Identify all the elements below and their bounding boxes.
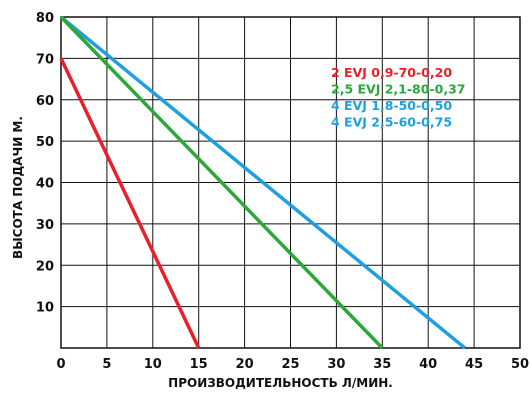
legend-entry-0: 2 EVJ 0,9-70-0,20	[331, 65, 452, 80]
x-tick-label-7: 35	[373, 357, 391, 372]
x-tick-label-6: 30	[327, 357, 345, 372]
x-tick-label-5: 25	[281, 357, 299, 372]
x-tick-label-2: 10	[144, 357, 162, 372]
series-lines	[59, 15, 467, 350]
x-tick-label-8: 40	[419, 357, 437, 372]
y-tick-label-3: 40	[36, 177, 54, 192]
legend-entry-2: 4 EVJ 1,8-50-0,50	[331, 98, 452, 113]
y-tick-label-6: 70	[36, 52, 54, 67]
tick-labels: 0 5 10 15 20 25 30 35 40 45 50 10 20 30 40 50 60 70 80	[36, 11, 529, 372]
x-tick-label-4: 20	[236, 357, 254, 372]
series-line-2	[59, 15, 467, 350]
y-tick-label-7: 80	[36, 11, 54, 26]
y-axis-label: ВЫСОТА ПОДАЧИ М.	[11, 116, 25, 259]
series-line-1	[59, 15, 384, 350]
legend: 2 EVJ 0,9-70-0,202,5 EVJ 2,1-80-0,374 EV…	[331, 65, 465, 130]
x-tick-label-10: 50	[511, 357, 529, 372]
y-tick-label-4: 50	[36, 135, 54, 150]
grid	[61, 17, 520, 348]
legend-entry-1: 2,5 EVJ 2,1-80-0,37	[331, 82, 465, 97]
y-tick-label-2: 30	[36, 218, 54, 233]
x-tick-label-0: 0	[56, 357, 65, 372]
x-axis-label: ПРОИЗВОДИТЕЛЬНОСТЬ Л/МИН.	[168, 376, 393, 390]
x-tick-label-1: 5	[102, 357, 111, 372]
y-tick-label-5: 60	[36, 94, 54, 109]
x-tick-label-3: 15	[190, 357, 208, 372]
legend-entry-3: 4 EVJ 2,5-60-0,75	[331, 115, 452, 130]
y-tick-label-0: 10	[36, 301, 54, 316]
y-tick-label-1: 20	[36, 259, 54, 274]
series-line-0	[59, 57, 201, 349]
x-tick-label-9: 45	[465, 357, 483, 372]
